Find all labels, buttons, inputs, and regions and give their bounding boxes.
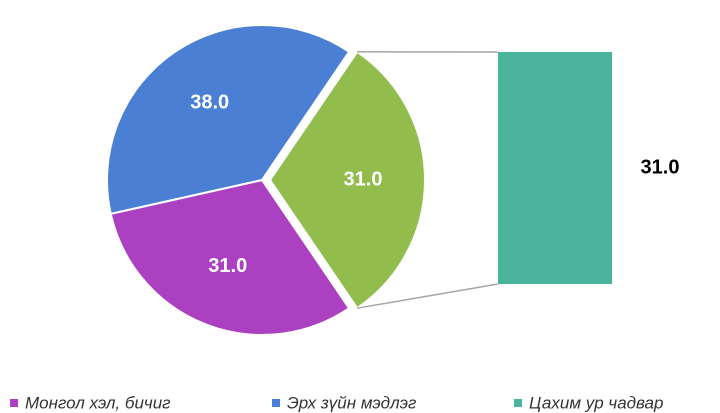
legend-swatch <box>514 399 522 407</box>
legend-swatch <box>10 399 18 407</box>
legend-label: Цахим ур чадвар <box>529 393 663 412</box>
pie-slice <box>106 24 351 216</box>
legend-label: Эрх зүйн мэдлэг <box>287 393 416 412</box>
legend-label: Монгол хэл, бичиг <box>25 393 171 412</box>
bar <box>498 52 612 284</box>
slice-label: 31.0 <box>344 168 383 190</box>
slice-label: 31.0 <box>208 255 247 277</box>
legend-swatch <box>272 399 280 407</box>
pie-slice <box>268 50 426 310</box>
slice-label: 38.0 <box>190 91 229 113</box>
pie-slice <box>109 178 351 336</box>
bar-label: 31.0 <box>641 156 680 178</box>
connector <box>356 283 499 309</box>
